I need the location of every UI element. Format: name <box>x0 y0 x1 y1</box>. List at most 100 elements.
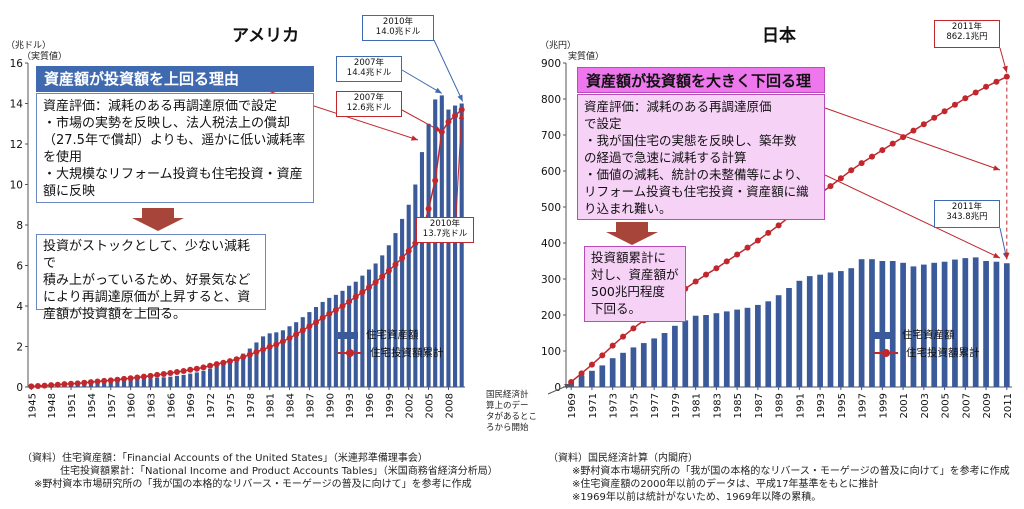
us-explain-line: （27.5年で償却）よりも、遥かに低い減耗率 <box>43 133 306 148</box>
us-investment-point <box>114 376 121 383</box>
us-investment-point <box>246 351 253 358</box>
jp-unit-label: （兆円） <box>540 41 577 51</box>
jp-investment-point <box>775 222 782 229</box>
us-asset-bar <box>102 381 107 387</box>
us-x-tick-label: 1954 <box>87 393 98 418</box>
us-investment-point <box>273 341 280 348</box>
jp-block-arrow <box>606 222 658 245</box>
jp-explain-line: ・我が国住宅の実態を反映し、築年数 <box>584 133 797 148</box>
us-investment-point <box>81 379 88 386</box>
us-x-tick-label: 1963 <box>146 393 157 418</box>
us-pointer-2007-asset <box>401 69 443 94</box>
jp-investment-point <box>713 265 720 272</box>
us-investment-point <box>260 346 267 353</box>
us-asset-bar <box>161 377 166 387</box>
us-investment-point <box>346 298 353 305</box>
jp-x-tick-label: 1981 <box>692 393 703 418</box>
jp-asset-bar <box>858 259 865 387</box>
us-x-tick-label: 1990 <box>325 393 336 418</box>
jp-asset-bar <box>879 261 886 387</box>
jp-investment-point <box>827 183 834 190</box>
us-explain-line: 資産評価：減耗のある再調達原価で設定 <box>43 99 278 114</box>
us-investment-point <box>286 334 293 341</box>
jp-investment-point <box>889 140 896 147</box>
jp-source-note: ※住宅資産額の2000年以前のデータは、平成17年基準をもとに推計 <box>572 479 879 490</box>
us-y-tick-label: 12 <box>10 139 23 151</box>
us-investment-point <box>173 369 180 376</box>
jp-investment-point <box>848 167 855 174</box>
origin-note-line: 国民経済計 <box>486 390 529 400</box>
jp-asset-bar <box>775 295 782 387</box>
jp-explain-line: リフォーム投資も住宅投資・資産額に織 <box>584 184 809 199</box>
us-asset-bar <box>393 233 398 387</box>
us-asset-bar <box>194 372 199 387</box>
jp-asset-bar <box>661 333 668 387</box>
callout-line: 13.7兆ドル <box>422 229 468 239</box>
us-y-tick-label: 8 <box>16 220 23 232</box>
jp-explain-line: り込まれ難い。 <box>584 201 672 216</box>
us-investment-point <box>313 319 320 326</box>
jp-asset-bar <box>630 347 637 387</box>
us-investment-point <box>339 303 346 309</box>
us-asset-bar <box>174 375 180 387</box>
us-x-tick-label: 1993 <box>345 393 356 418</box>
us-asset-bar <box>406 204 411 387</box>
us-y-tick-label: 10 <box>10 180 23 192</box>
bar-swatch <box>874 331 894 339</box>
us-banner: 資産額が投資額を上回る理由 <box>36 66 314 92</box>
callout-line: 12.6兆ドル <box>346 103 392 113</box>
jp-source-note: （資料）国民経済計算（内閣府） <box>548 453 698 464</box>
jp-investment-point <box>620 333 627 340</box>
jp-asset-bar <box>765 301 772 387</box>
us-asset-bar <box>433 99 438 387</box>
jp-asset-bar <box>578 375 585 387</box>
us-asset-bar <box>459 103 464 387</box>
us-asset-bar <box>181 374 186 387</box>
us-source-note: 住宅投資額累計：「National Income and Product Acc… <box>60 466 498 477</box>
legend-label: 住宅投資額累計 <box>370 347 444 359</box>
us-investment-point <box>306 323 313 330</box>
jp-asset-bar <box>1003 263 1010 387</box>
line-swatch <box>874 348 898 358</box>
us-investment-point <box>405 247 412 254</box>
us-explain-line: ・市場の実勢を反映し、法人税法上の償却 <box>43 116 291 131</box>
jp-investment-point <box>972 89 979 96</box>
us-x-tick-label: 2002 <box>405 393 416 418</box>
us-investment-point <box>326 310 333 317</box>
legend-label: 住宅投資額累計 <box>906 347 980 359</box>
jp-asset-bar <box>682 320 689 387</box>
us-value-type: （実質値） <box>22 52 68 62</box>
us-investment-point <box>379 273 386 280</box>
us-asset-bar <box>201 370 206 387</box>
us-asset-bar <box>121 380 127 387</box>
callout-line: 14.4兆ドル <box>346 68 392 78</box>
us-explain-line: を使用 <box>43 150 83 165</box>
us-pointer-2010-inv-head <box>458 112 465 120</box>
jp-investment-point <box>837 175 844 182</box>
us-investment-point <box>107 377 114 384</box>
jp-explain-line: で設定 <box>584 116 622 131</box>
jp-value-type: 実質値） <box>568 52 605 62</box>
jp-asset-bar <box>952 259 958 387</box>
us-asset-bar <box>241 353 246 387</box>
jp-investment-point <box>754 237 761 244</box>
jp-asset-bar <box>931 262 938 387</box>
jp-asset-bar <box>827 272 834 387</box>
callout-line: 14.0兆ドル <box>375 27 421 37</box>
jp-x-tick-label: 1975 <box>629 393 640 418</box>
us-block-arrow <box>132 208 184 231</box>
jp-x-tick-label: 2003 <box>920 393 931 418</box>
us-asset-bar <box>261 336 266 387</box>
us-x-tick-label: 1987 <box>305 393 316 418</box>
legend-label: 住宅資産額 <box>902 329 955 341</box>
jp-asset-bar <box>889 261 896 387</box>
jp-asset-bar <box>848 268 855 387</box>
jp-conclusion-box: 投資額累計に 対し、資産額が 500兆円程度 下回る。 <box>584 246 686 322</box>
us-conclusion-line: 産額が投資額を上回る。 <box>43 307 187 322</box>
jp-explain-line: の経過で急速に減耗する計算 <box>584 150 747 165</box>
us-asset-bar <box>227 360 232 387</box>
jp-asset-bar <box>672 325 678 387</box>
us-investment-point <box>253 348 260 355</box>
jp-asset-bar <box>941 261 948 387</box>
